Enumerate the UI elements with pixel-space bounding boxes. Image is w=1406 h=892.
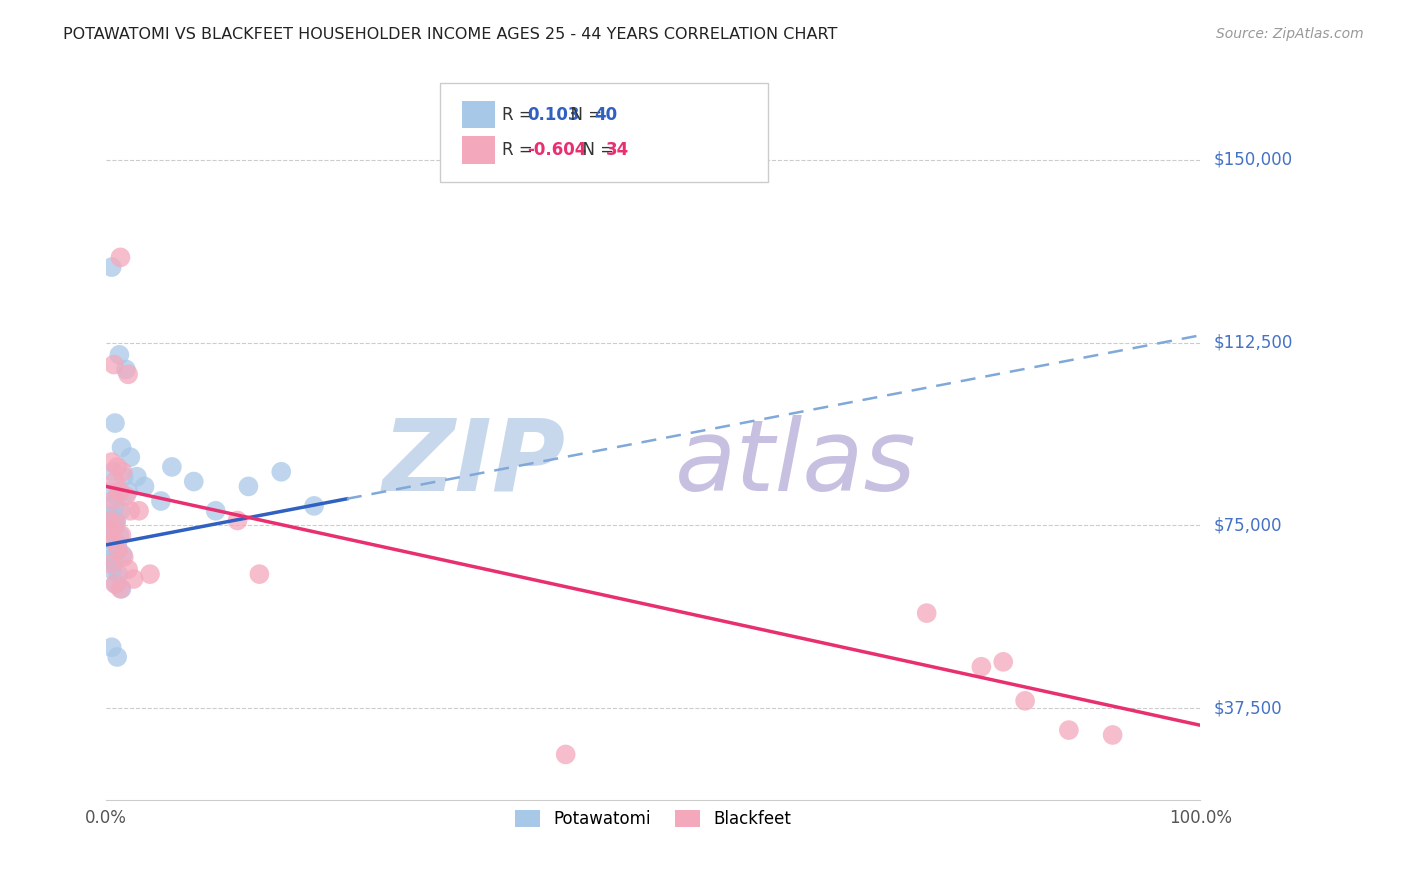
- Point: [108, 528, 131, 542]
- Point: [139, 567, 162, 582]
- Text: N =: N =: [560, 105, 607, 124]
- Point: [100, 508, 122, 523]
- Point: [134, 479, 156, 493]
- Point: [100, 484, 122, 499]
- Point: [105, 577, 128, 591]
- Point: [104, 577, 127, 591]
- Text: R =: R =: [502, 105, 538, 124]
- Point: [110, 251, 132, 265]
- Point: [1101, 728, 1123, 742]
- Text: N =: N =: [572, 141, 620, 159]
- Point: [98, 552, 121, 566]
- Point: [100, 640, 122, 655]
- Point: [183, 475, 205, 489]
- Text: $75,000: $75,000: [1213, 516, 1282, 534]
- Point: [160, 459, 183, 474]
- Point: [110, 441, 132, 455]
- Point: [238, 479, 260, 493]
- Point: [101, 494, 124, 508]
- Point: [98, 516, 121, 530]
- Text: Source: ZipAtlas.com: Source: ZipAtlas.com: [1216, 27, 1364, 41]
- Point: [302, 499, 325, 513]
- Point: [103, 358, 125, 372]
- Point: [1014, 694, 1036, 708]
- Text: 40: 40: [595, 105, 617, 124]
- Legend: Potawatomi, Blackfeet: Potawatomi, Blackfeet: [508, 804, 799, 835]
- Point: [100, 533, 122, 547]
- Point: [115, 489, 138, 503]
- Text: ZIP: ZIP: [382, 415, 565, 512]
- Point: [149, 494, 172, 508]
- Text: 34: 34: [606, 141, 630, 159]
- Point: [107, 542, 129, 557]
- Point: [104, 542, 127, 557]
- Point: [104, 518, 127, 533]
- Point: [122, 572, 145, 586]
- Point: [117, 562, 139, 576]
- Text: -0.604: -0.604: [527, 141, 586, 159]
- Text: $150,000: $150,000: [1213, 151, 1292, 169]
- Point: [105, 489, 128, 503]
- Point: [110, 582, 132, 596]
- Point: [120, 450, 142, 465]
- Point: [104, 416, 127, 430]
- Point: [110, 528, 132, 542]
- Point: [226, 514, 249, 528]
- Point: [993, 655, 1015, 669]
- Point: [103, 499, 125, 513]
- Point: [1057, 723, 1080, 737]
- Point: [103, 533, 125, 547]
- Point: [100, 514, 122, 528]
- Point: [128, 504, 150, 518]
- Point: [100, 558, 122, 572]
- Point: [112, 469, 135, 483]
- Point: [125, 469, 148, 483]
- Text: POTAWATOMI VS BLACKFEET HOUSEHOLDER INCOME AGES 25 - 44 YEARS CORRELATION CHART: POTAWATOMI VS BLACKFEET HOUSEHOLDER INCO…: [63, 27, 838, 42]
- Point: [915, 606, 938, 620]
- Point: [103, 555, 125, 569]
- Point: [110, 582, 132, 596]
- Point: [120, 504, 142, 518]
- Point: [111, 465, 134, 479]
- Point: [104, 475, 127, 489]
- Text: atlas: atlas: [675, 415, 917, 512]
- Point: [101, 523, 124, 537]
- Point: [112, 550, 135, 565]
- Point: [970, 659, 993, 673]
- Point: [117, 368, 139, 382]
- Point: [100, 562, 122, 576]
- Point: [108, 348, 131, 362]
- Point: [110, 504, 132, 518]
- Text: 0.103: 0.103: [527, 105, 579, 124]
- Point: [100, 260, 122, 274]
- Point: [115, 362, 138, 376]
- Point: [111, 548, 134, 562]
- Text: R =: R =: [502, 141, 538, 159]
- Point: [105, 650, 128, 665]
- Point: [204, 504, 226, 518]
- Point: [107, 567, 129, 582]
- Point: [98, 523, 121, 537]
- Point: [105, 459, 128, 474]
- Point: [105, 514, 128, 528]
- Text: $112,500: $112,500: [1213, 334, 1292, 351]
- Point: [108, 484, 131, 499]
- Point: [100, 455, 122, 469]
- Point: [270, 465, 292, 479]
- FancyBboxPatch shape: [461, 101, 495, 128]
- Point: [554, 747, 576, 762]
- Point: [101, 465, 124, 479]
- Point: [247, 567, 270, 582]
- FancyBboxPatch shape: [440, 83, 768, 182]
- FancyBboxPatch shape: [461, 136, 495, 163]
- Point: [105, 516, 128, 530]
- Point: [117, 484, 139, 499]
- Text: $37,500: $37,500: [1213, 699, 1282, 717]
- Point: [105, 538, 128, 552]
